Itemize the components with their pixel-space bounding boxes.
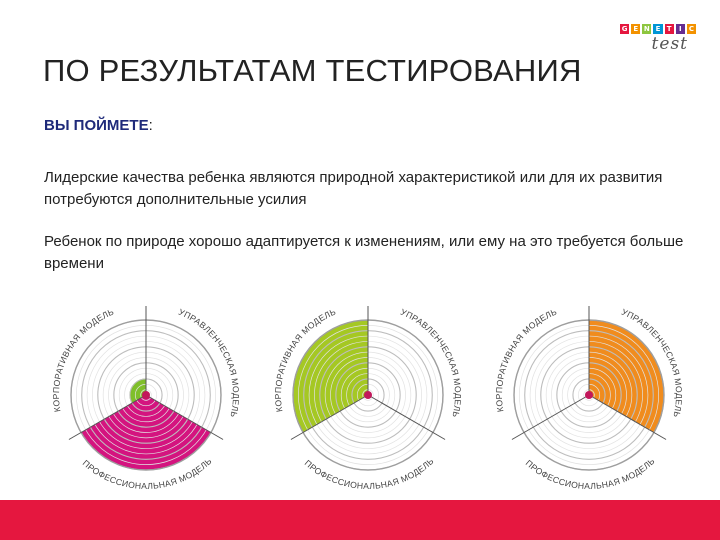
footer-bar [0, 500, 720, 540]
label-professional: ПРОФЕССИОНАЛЬНАЯ МОДЕЛЬ [303, 456, 436, 491]
sector-divider [588, 394, 667, 440]
label-managerial: УПРАВЛЕНЧЕСКАЯ МОДЕЛЬ [399, 307, 463, 419]
logo-letter-square: N [642, 24, 652, 34]
logo-letter-square: T [664, 24, 674, 34]
logo-letter-square: G [620, 24, 630, 34]
sector-fill-corporate [293, 320, 368, 433]
subheading-colon: : [148, 117, 153, 134]
sector-divider [290, 394, 369, 440]
subheading: ВЫ ПОЙМЕТЕ: [44, 117, 153, 134]
center-dot [142, 391, 150, 399]
sector-divider [511, 394, 590, 440]
logo-letter-square: I [675, 24, 685, 34]
sector-fill-managerial [589, 320, 664, 433]
label-professional-text: ПРОФЕССИОНАЛЬНАЯ МОДЕЛЬ [303, 456, 436, 491]
center-dot [364, 391, 372, 399]
model-diagram-2: КОРПОРАТИВНАЯ МОДЕЛЬ УПРАВЛЕНЧЕСКАЯ МОДЕЛ… [273, 306, 463, 491]
sector-divider [145, 394, 224, 440]
sector-divider [68, 394, 147, 440]
model-diagram-1: КОРПОРАТИВНАЯ МОДЕЛЬ УПРАВЛЕНЧЕСКАЯ МОДЕЛ… [51, 306, 241, 491]
label-managerial-text: УПРАВЛЕНЧЕСКАЯ МОДЕЛЬ [177, 307, 241, 419]
label-managerial: УПРАВЛЕНЧЕСКАЯ МОДЕЛЬ [177, 307, 241, 419]
sector-divider [367, 394, 446, 440]
logo-letter-square: E [653, 24, 663, 34]
subheading-text: ВЫ ПОЙМЕТЕ [44, 117, 149, 134]
slide-title: ПО РЕЗУЛЬТАТАМ ТЕСТИРОВАНИЯ [43, 53, 582, 88]
logo-subtext: test [651, 34, 688, 54]
logo-letter-square: E [631, 24, 641, 34]
paragraph-adaptation: Ребенок по природе хорошо адаптируется к… [44, 233, 684, 272]
model-diagram-3: КОРПОРАТИВНАЯ МОДЕЛЬ УПРАВЛЕНЧЕСКАЯ МОДЕЛ… [494, 306, 684, 491]
logo-letter-square: C [686, 24, 696, 34]
paragraph-leadership: Лидерские качества ребенка являются прир… [44, 169, 663, 208]
label-managerial-text: УПРАВЛЕНЧЕСКАЯ МОДЕЛЬ [399, 307, 463, 419]
label-professional-text: ПРОФЕССИОНАЛЬНАЯ МОДЕЛЬ [524, 456, 657, 491]
label-professional: ПРОФЕССИОНАЛЬНАЯ МОДЕЛЬ [524, 456, 657, 491]
center-dot [585, 391, 593, 399]
